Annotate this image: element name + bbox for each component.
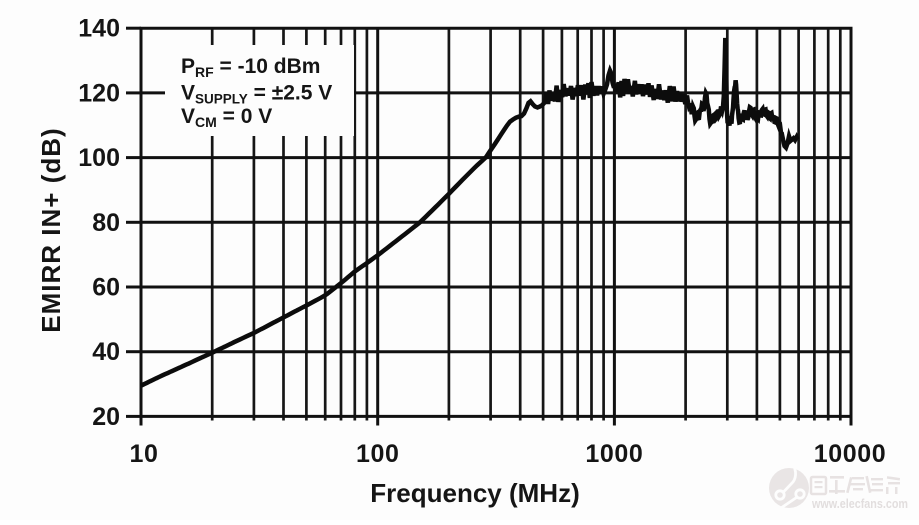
svg-text:140: 140 [78, 15, 120, 43]
svg-text:1000: 1000 [585, 440, 643, 468]
svg-text:VSUPPLY = ±2.5 V: VSUPPLY = ±2.5 V [181, 82, 332, 107]
svg-text:100: 100 [356, 440, 400, 468]
svg-text:10: 10 [129, 440, 158, 468]
svg-text:20: 20 [92, 403, 120, 431]
svg-text:www.elecfans.com: www.elecfans.com [811, 497, 908, 511]
svg-text:VCM = 0 V: VCM = 0 V [181, 105, 272, 130]
svg-text:120: 120 [78, 79, 120, 107]
svg-text:40: 40 [92, 338, 120, 366]
svg-text:EMIRR IN+ (dB): EMIRR IN+ (dB) [36, 127, 66, 332]
svg-text:100: 100 [78, 144, 120, 172]
svg-text:10000: 10000 [814, 440, 887, 468]
svg-text:Frequency (MHz): Frequency (MHz) [370, 478, 579, 508]
svg-text:60: 60 [92, 274, 120, 302]
svg-text:80: 80 [92, 209, 120, 237]
